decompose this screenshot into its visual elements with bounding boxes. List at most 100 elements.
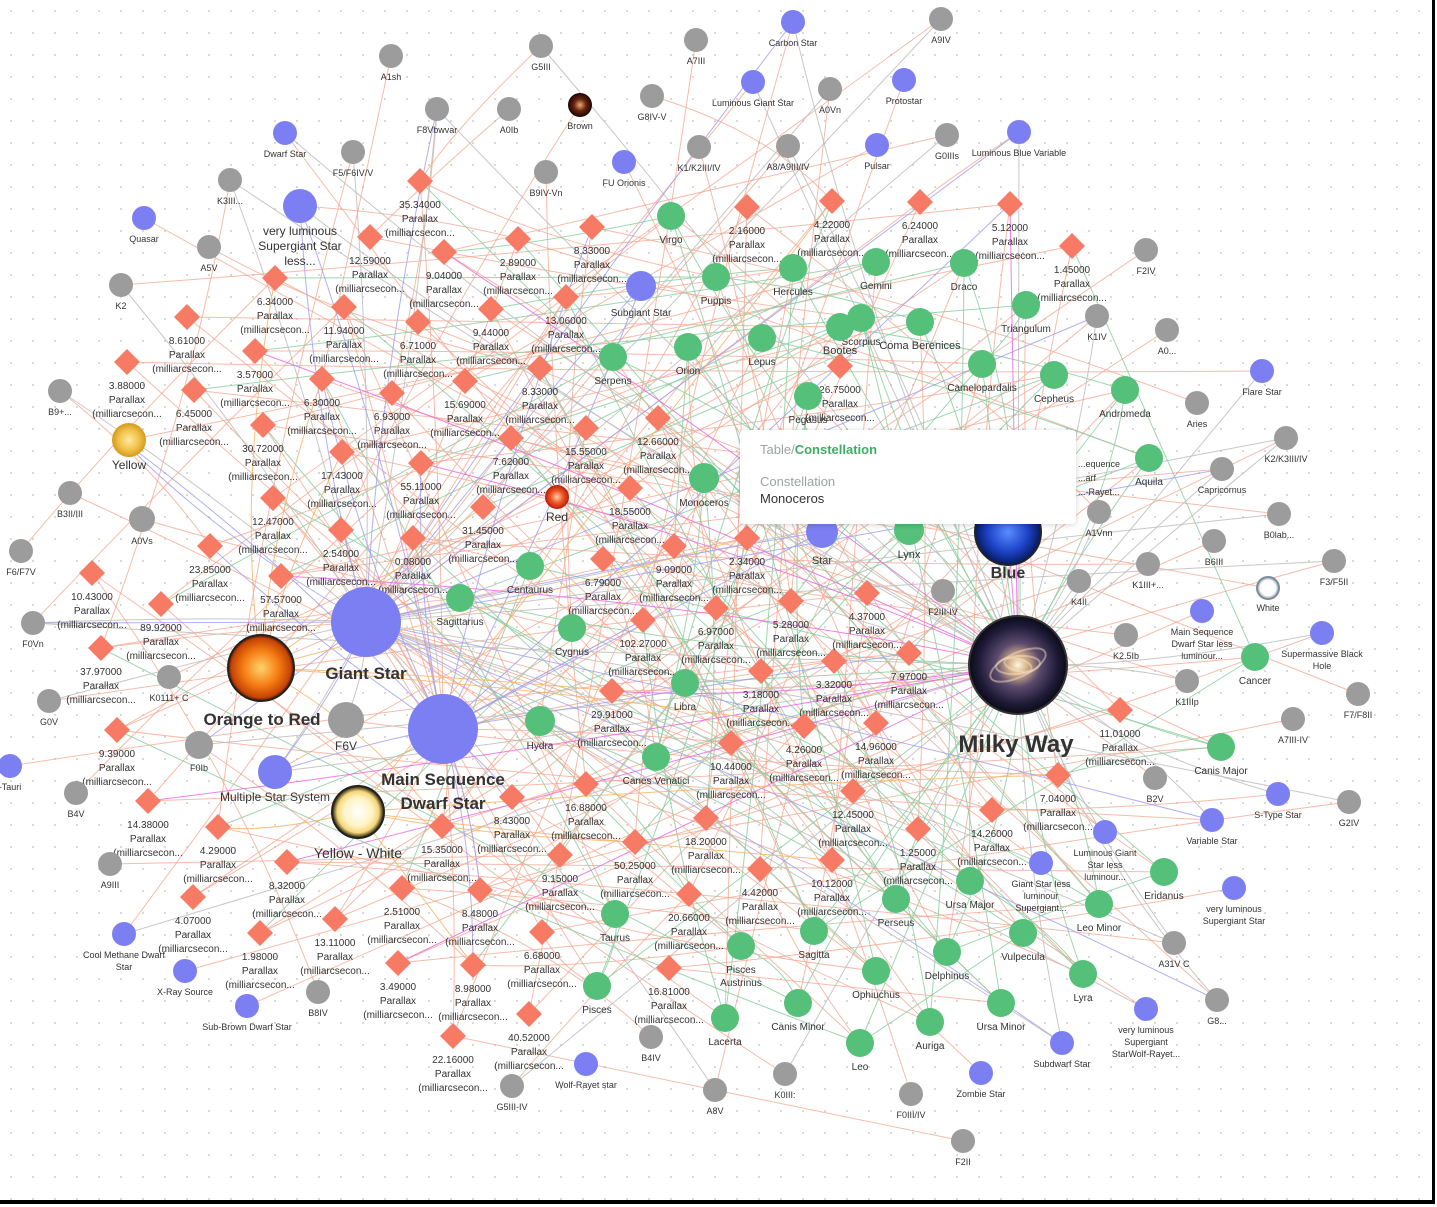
parallax-node-8[interactable] (478, 296, 504, 322)
parallax-node-17[interactable] (181, 377, 207, 403)
parallax-node-51[interactable] (573, 771, 599, 797)
color-node-yellow-white[interactable] (331, 785, 385, 839)
parallax-node-39[interactable] (88, 635, 114, 661)
node-k1-k2iii-iv[interactable] (687, 135, 711, 159)
node-a5v[interactable] (197, 235, 221, 259)
constellation-cepheus[interactable] (1040, 361, 1068, 389)
node-main-sequence-dwarf-star-less-luminour[interactable] (1190, 599, 1214, 623)
constellation-cancer[interactable] (1241, 643, 1269, 671)
node-g2iv[interactable] (1337, 790, 1361, 814)
node-a8-a9iii-iv[interactable] (776, 134, 800, 158)
node-luminous-giant-star[interactable] (741, 70, 765, 94)
node-brown[interactable] (568, 93, 592, 117)
node-x-ray-source[interactable] (173, 959, 197, 983)
category-star[interactable] (806, 516, 838, 548)
parallax-node-74[interactable] (819, 188, 845, 214)
node-giant-star-less-luminour-supergiant[interactable] (1029, 851, 1053, 875)
constellation-monoceros[interactable] (689, 463, 719, 493)
node-a9iii[interactable] (98, 852, 122, 876)
constellation-serpens[interactable] (599, 343, 627, 371)
node-g0iiis[interactable] (935, 123, 959, 147)
constellation-ophiuchus[interactable] (862, 957, 890, 985)
constellation-hydra[interactable] (525, 706, 555, 736)
constellation-coma-berenices[interactable] (906, 308, 934, 336)
node-b0lab[interactable] (1267, 502, 1291, 526)
parallax-node-54[interactable] (429, 813, 455, 839)
constellation-vulpecula[interactable] (1009, 919, 1037, 947)
constellation-sagitta[interactable] (800, 917, 828, 945)
node-g0v[interactable] (37, 689, 61, 713)
parallax-node-78[interactable] (734, 194, 760, 220)
parallax-node-57[interactable] (547, 842, 573, 868)
constellation-puppis[interactable] (702, 263, 730, 291)
parallax-node-79[interactable] (827, 353, 853, 379)
parallax-node-25[interactable] (328, 517, 354, 543)
parallax-node-75[interactable] (907, 189, 933, 215)
node-f0ib[interactable] (185, 731, 213, 759)
category-subgiant-star[interactable] (626, 271, 656, 301)
parallax-node-6[interactable] (331, 294, 357, 320)
constellation-andromeda[interactable] (1111, 376, 1139, 404)
node-white[interactable] (1256, 576, 1280, 600)
node-tauri[interactable] (0, 754, 22, 778)
constellation-scorpius[interactable] (847, 304, 875, 332)
node-a1sh[interactable] (379, 44, 403, 68)
node-f2iv[interactable] (1134, 238, 1158, 262)
constellation-orion[interactable] (674, 333, 702, 361)
parallax-node-18[interactable] (250, 412, 276, 438)
node-a7iii-iv[interactable] (1281, 707, 1305, 731)
parallax-node-52[interactable] (499, 784, 525, 810)
parallax-node-7[interactable] (405, 309, 431, 335)
node-b4iv[interactable] (639, 1025, 663, 1049)
constellation-pegasus[interactable] (794, 382, 822, 410)
constellation-lacerta[interactable] (711, 1004, 739, 1032)
constellation-leo-minor[interactable] (1085, 890, 1113, 918)
node-f5-f6iv-v[interactable] (341, 140, 365, 164)
constellation-canes-venatici[interactable] (642, 743, 670, 771)
node-k2-k3iii-iv[interactable] (1274, 426, 1298, 450)
node-a1vnn[interactable] (1087, 500, 1111, 524)
parallax-node-80[interactable] (1045, 762, 1071, 788)
parallax-node-36[interactable] (630, 607, 656, 633)
galaxy-node-milky-way[interactable] (968, 615, 1068, 715)
node-a0[interactable] (1155, 318, 1179, 342)
parallax-node-14[interactable] (452, 368, 478, 394)
node-very-luminous-supergiant-star-less[interactable] (283, 189, 317, 223)
parallax-node-4[interactable] (579, 214, 605, 240)
parallax-node-32[interactable] (661, 533, 687, 559)
parallax-node-28[interactable] (197, 533, 223, 559)
node-k3iii[interactable] (218, 168, 242, 192)
parallax-node-61[interactable] (747, 856, 773, 882)
parallax-node-42[interactable] (821, 648, 847, 674)
parallax-node-60[interactable] (467, 877, 493, 903)
node-luminous-blue-variable[interactable] (1007, 120, 1031, 144)
node-b6iii[interactable] (1202, 529, 1226, 553)
parallax-node-11[interactable] (242, 338, 268, 364)
parallax-node-20[interactable] (408, 450, 434, 476)
node-g8[interactable] (1205, 988, 1229, 1012)
constellation-virgo[interactable] (657, 202, 685, 230)
parallax-node-21[interactable] (498, 425, 524, 451)
parallax-node-46[interactable] (863, 710, 889, 736)
parallax-node-48[interactable] (718, 730, 744, 756)
node-a0ib[interactable] (497, 97, 521, 121)
node-zombie-star[interactable] (969, 1061, 993, 1085)
node-luminous-giant-star-less-luminour[interactable] (1093, 820, 1117, 844)
constellation-pisces[interactable] (583, 972, 611, 1000)
constellation-cygnus[interactable] (558, 614, 586, 642)
parallax-node-47[interactable] (791, 713, 817, 739)
node-a31v-c[interactable] (1162, 931, 1186, 955)
constellation-camelopardalis[interactable] (968, 350, 996, 378)
node-k1iii[interactable] (1136, 552, 1160, 576)
parallax-node-77[interactable] (1059, 233, 1085, 259)
node-f6v[interactable] (328, 702, 364, 738)
parallax-node-76[interactable] (997, 191, 1023, 217)
parallax-node-81[interactable] (979, 797, 1005, 823)
node-b8iv[interactable] (306, 980, 330, 1004)
parallax-node-2[interactable] (431, 239, 457, 265)
node-f8vbwvar[interactable] (425, 97, 449, 121)
node-a0vn[interactable] (818, 77, 842, 101)
node-supermassive-black-hole[interactable] (1310, 621, 1334, 645)
constellation-aquila[interactable] (1135, 444, 1163, 472)
